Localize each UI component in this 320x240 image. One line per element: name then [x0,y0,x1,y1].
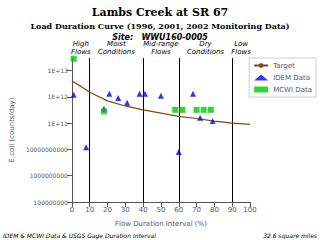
svg-text:50: 50 [156,206,165,214]
svg-text:20: 20 [103,206,112,214]
svg-text:30: 30 [121,206,130,214]
svg-text:Mid-range: Mid-range [143,40,178,48]
svg-text:100000000: 100000000 [34,199,69,206]
svg-text:IDEM Data: IDEM Data [273,74,310,82]
svg-text:Flow Duration Interval (%): Flow Duration Interval (%) [115,220,207,228]
svg-text:High: High [73,40,89,48]
svg-text:Flows: Flows [231,48,251,56]
svg-text:100: 100 [243,206,256,214]
svg-text:80: 80 [210,206,219,214]
svg-text:1E+11: 1E+11 [48,120,68,127]
svg-text:Conditions: Conditions [98,48,135,56]
svg-text:10: 10 [85,206,94,214]
svg-text:Flows: Flows [71,48,91,56]
svg-text:Lambs Creek at SR 67: Lambs Creek at SR 67 [92,6,228,19]
svg-text:Dry: Dry [199,40,212,48]
svg-text:MCWI Data: MCWI Data [273,86,312,94]
svg-text:Moist: Moist [107,40,126,48]
svg-text:IDEM & MCWI Data & USGS Gage D: IDEM & MCWI Data & USGS Gage Duration In… [3,232,156,240]
svg-text:Site: WWU160-0005: Site: WWU160-0005 [112,32,208,42]
svg-text:1000000000: 1000000000 [30,172,68,179]
svg-text:32.6 square miles: 32.6 square miles [263,232,317,240]
svg-text:Flows: Flows [151,48,171,56]
svg-text:60: 60 [174,206,183,214]
svg-text:Low: Low [234,40,248,48]
svg-text:90: 90 [228,206,237,214]
svg-text:Conditions: Conditions [187,48,224,56]
svg-text:40: 40 [139,206,148,214]
svg-text:70: 70 [192,206,201,214]
svg-text:0: 0 [70,206,74,214]
svg-text:Target: Target [272,62,295,70]
svg-text:1E+13: 1E+13 [48,67,68,74]
svg-text:Load Duration Curve (1996, 200: Load Duration Curve (1996, 2001, 2002 Mo… [30,21,289,31]
svg-text:E.coli (counts/day): E.coli (counts/day) [8,97,16,162]
svg-text:1E+12: 1E+12 [48,93,68,100]
svg-text:10000000000: 10000000000 [26,146,68,153]
